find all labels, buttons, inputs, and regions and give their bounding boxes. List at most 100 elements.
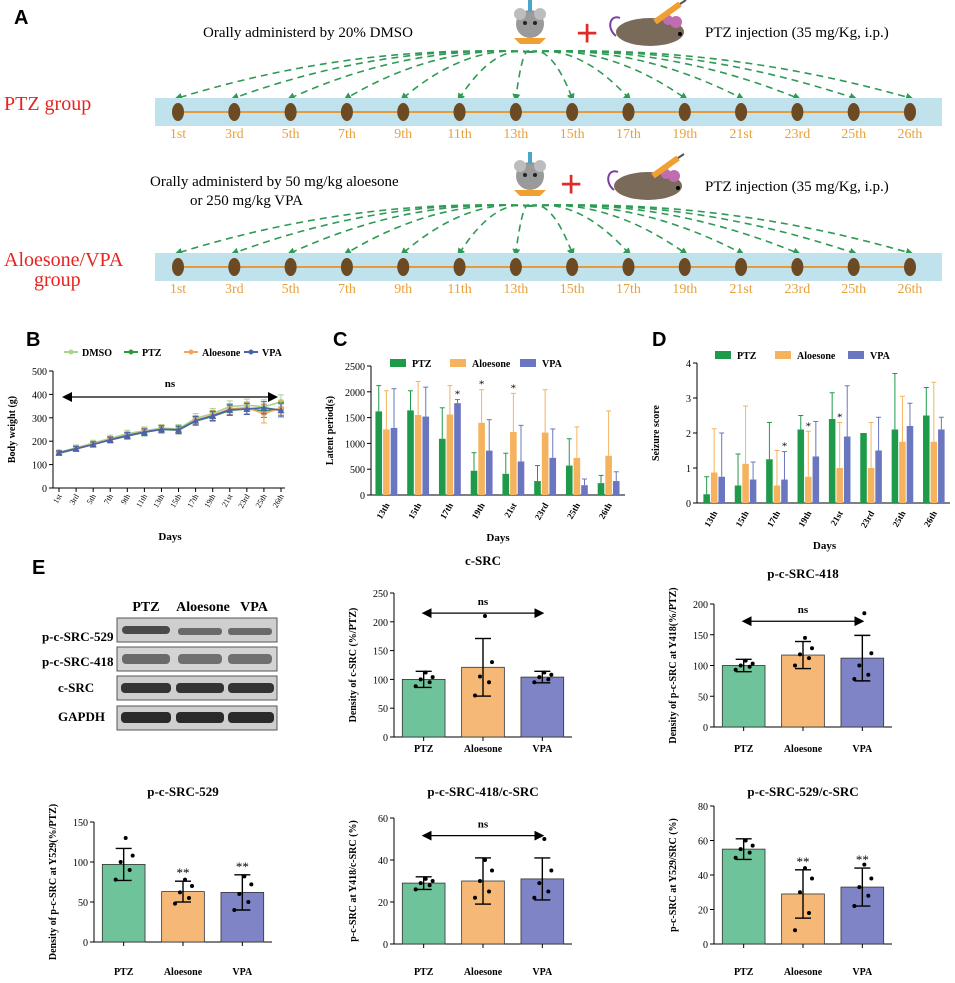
dosing-arrow	[512, 204, 531, 257]
data-point	[157, 425, 165, 433]
injection-rat-icon	[609, 0, 687, 46]
significance-star: **	[856, 852, 869, 867]
y-axis-label: Density of p-c-SRC at Y418(%/PTZ)	[668, 587, 679, 743]
data-point	[866, 672, 871, 677]
bar-aloesone	[414, 415, 422, 495]
x-tick-label: 19th	[796, 509, 813, 529]
dosing-arrow	[457, 50, 531, 102]
significance-star: *	[511, 382, 517, 394]
data-point	[743, 658, 748, 663]
y-tick-label: 0	[686, 499, 691, 510]
bar-aloesone	[805, 476, 812, 503]
y-tick-label: 300	[32, 414, 47, 425]
significance-star: *	[479, 379, 485, 391]
dosing-arrow	[529, 50, 802, 101]
data-point	[178, 890, 182, 895]
data-point	[242, 874, 247, 879]
blot-band	[228, 628, 272, 635]
dosing-arrow	[529, 204, 802, 256]
bar-ptz	[470, 470, 478, 495]
x-tick-label: Aloesone	[164, 967, 203, 978]
y-tick-label: 500	[32, 367, 47, 378]
day-label: 5th	[282, 127, 300, 142]
y-tick-label: 60	[698, 837, 708, 848]
bar-vpa	[781, 479, 788, 503]
y-tick-label: 20	[698, 906, 708, 917]
ns-annotation: ns	[478, 596, 489, 608]
legend-label: PTZ	[737, 351, 757, 362]
timeline-dot	[735, 103, 748, 121]
blot-column-vpa: VPA	[240, 600, 269, 615]
data-point	[113, 877, 118, 882]
bar-ptz	[401, 679, 446, 738]
data-point	[743, 838, 748, 843]
top-oral-text: Orally administerd by 20% DMSO	[203, 25, 413, 41]
timeline-dot	[453, 258, 466, 276]
day-label: 11th	[447, 282, 471, 297]
bar-vpa	[454, 403, 461, 495]
dosing-mouse-icon	[514, 0, 546, 44]
bar-vpa	[422, 416, 430, 495]
legend-marker	[248, 349, 254, 355]
x-tick-label: 17th	[438, 501, 455, 521]
x-tick-label: PTZ	[414, 967, 434, 978]
blot-row-p-c-src-529: p-c-SRC-529	[42, 629, 114, 644]
aloesone-group-label-line2: group	[34, 269, 81, 291]
timeline-dot	[622, 103, 635, 121]
x-tick-label: 13th	[374, 501, 391, 521]
legend-swatch	[848, 351, 864, 359]
significance-star: *	[455, 389, 461, 401]
bar-ptz	[734, 485, 742, 503]
y-tick-label: 1500	[345, 414, 365, 425]
x-tick-label: 26th	[597, 501, 614, 521]
timeline-dot	[622, 258, 635, 276]
x-tick-label: PTZ	[734, 967, 754, 978]
data-point	[427, 883, 432, 888]
x-tick-label: 3rd	[68, 493, 81, 507]
x-tick-label: 25th	[254, 493, 269, 510]
x-tick-label: 23rd	[533, 501, 551, 522]
chart-title: p-c-SRC-418	[767, 566, 839, 581]
dosing-arrow	[286, 50, 531, 101]
timeline-dot	[340, 103, 353, 121]
x-tick-label: 15th	[734, 509, 751, 529]
chart-title: c-SRC	[465, 553, 501, 568]
day-label: 13th	[503, 127, 528, 142]
x-tick-label: VPA	[532, 744, 553, 755]
day-label: 17th	[616, 127, 641, 142]
x-tick-label: PTZ	[114, 967, 134, 978]
y-tick-label: 50	[78, 898, 88, 909]
aloesone-group-label-line1: Aloesone/VPA	[4, 249, 124, 271]
y-tick-label: 150	[693, 631, 708, 642]
blot-band	[176, 712, 224, 723]
data-point	[810, 646, 814, 651]
y-tick-label: 1	[686, 464, 691, 475]
dosing-arrow	[529, 204, 689, 256]
data-point	[226, 406, 234, 413]
bar-ptz	[721, 665, 766, 728]
data-point	[803, 635, 807, 640]
blot-band	[228, 683, 274, 693]
y-tick-label: 50	[698, 692, 708, 703]
timeline-dot	[228, 103, 241, 121]
timeline-dot	[284, 258, 297, 276]
day-label: 9th	[394, 127, 412, 142]
y-tick-label: 250	[373, 589, 388, 600]
dosing-arrow	[529, 204, 632, 256]
data-point	[249, 882, 254, 887]
y-tick-label: 0	[360, 491, 365, 502]
dosing-arrow	[529, 204, 858, 256]
y-tick-label: 50	[378, 704, 388, 715]
data-point	[490, 660, 494, 665]
chart-title: p-c-SRC-529	[147, 784, 219, 799]
data-point	[427, 680, 432, 685]
bar-ptz	[438, 438, 446, 495]
legend-label: Aloesone	[202, 348, 241, 359]
timeline-dot	[228, 258, 241, 276]
data-point	[237, 892, 242, 896]
y-tick-label: 0	[703, 940, 708, 951]
y-tick-label: 60	[378, 814, 388, 825]
x-axis-label: Days	[813, 540, 837, 552]
x-tick-label: PTZ	[414, 744, 434, 755]
dosing-arrow	[457, 204, 531, 257]
